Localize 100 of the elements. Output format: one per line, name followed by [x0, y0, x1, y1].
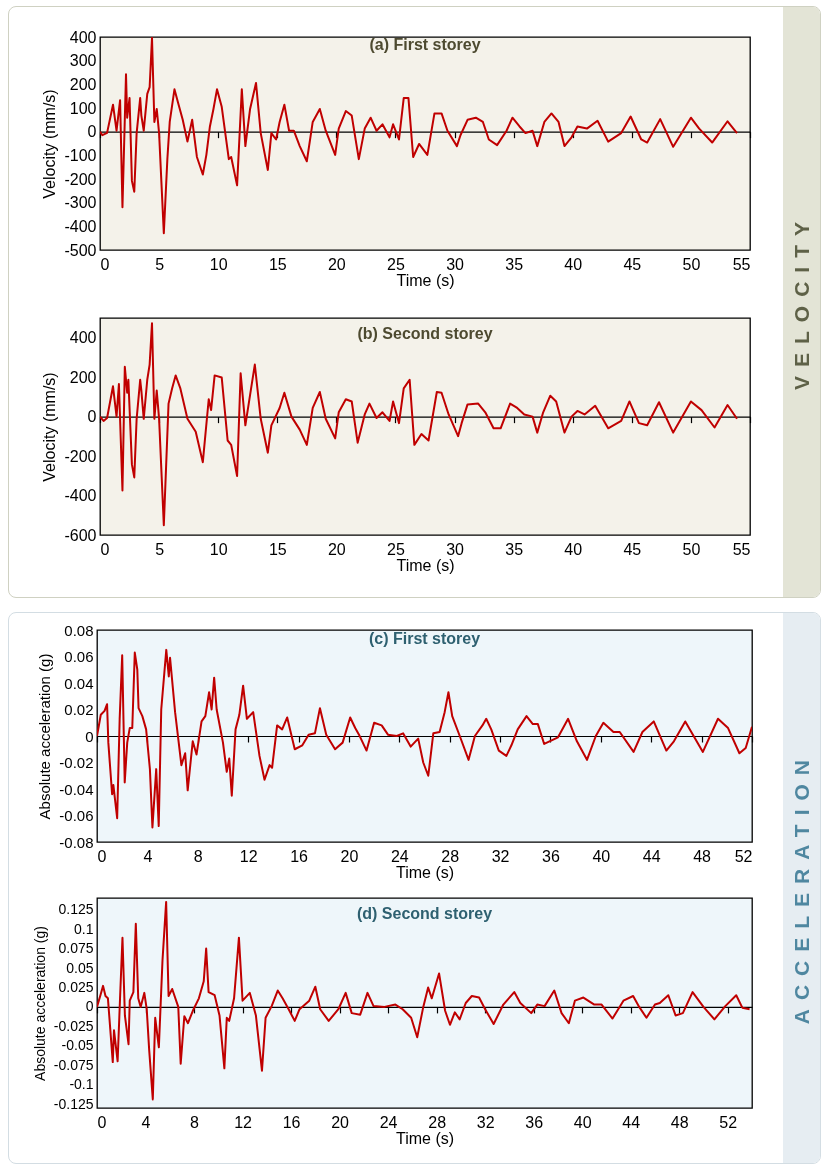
y-tick-label: 400: [69, 28, 97, 46]
x-tick-label: 4: [141, 1113, 151, 1131]
y-tick-label: -0.02: [59, 754, 94, 771]
y-tick-label: -400: [64, 487, 97, 505]
y-axis-title: Absolute acceleration (g): [31, 926, 48, 1081]
y-tick-label: 400: [69, 329, 97, 347]
x-tick-label: 0: [100, 255, 110, 273]
y-tick-label: 0: [87, 408, 97, 426]
x-tick-label: 52: [719, 1113, 738, 1131]
x-tick-label: 32: [476, 1113, 495, 1131]
x-tick-label: 8: [190, 1113, 200, 1131]
x-tick-label: 25: [387, 255, 405, 273]
x-tick-label: 28: [441, 847, 460, 865]
y-axis-title: Velocity (mm/s): [41, 372, 59, 482]
x-tick-label: 32: [491, 847, 510, 865]
x-tick-label: 16: [282, 1113, 301, 1131]
x-tick-label: 16: [290, 847, 309, 865]
y-tick-label: 0: [85, 727, 94, 745]
x-axis-title: Time (s): [395, 1129, 455, 1147]
line-series: [100, 322, 738, 527]
x-tick-label: 4: [143, 847, 153, 865]
y-tick-label: -100: [64, 146, 97, 164]
y-tick-label: -0.05: [61, 1037, 94, 1054]
x-tick-label: 40: [592, 847, 611, 865]
x-tick-label: 8: [193, 847, 203, 865]
y-tick-label: 200: [69, 368, 97, 386]
y-tick-label: -0.025: [53, 1017, 94, 1034]
x-tick-label: 35: [505, 255, 524, 273]
y-tick-label: -400: [64, 217, 97, 235]
x-tick-label: 48: [693, 847, 712, 865]
x-tick-label: 12: [234, 1113, 253, 1131]
y-axis-title: Velocity (mm/s): [41, 89, 59, 199]
y-tick-label: -0.06: [59, 807, 94, 824]
y-tick-label: 0.075: [58, 940, 94, 957]
x-tick-label: 52: [734, 847, 753, 865]
y-tick-label: -0.04: [59, 780, 94, 798]
y-tick-label: -0.125: [53, 1095, 94, 1112]
y-tick-label: -0.08: [59, 833, 94, 851]
x-tick-label: 45: [623, 255, 642, 273]
x-tick-label: 10: [209, 255, 228, 273]
text: ACCELERATION: [789, 751, 814, 1025]
y-tick-label: 300: [69, 52, 97, 70]
x-tick-label: 5: [155, 540, 165, 558]
text: VELOCITY: [789, 213, 814, 391]
x-tick-label: 36: [525, 1113, 544, 1131]
chart-title: (a) First storey: [369, 36, 481, 53]
x-tick-label: 5: [155, 255, 165, 273]
x-tick-label: 25: [387, 540, 405, 558]
y-tick-label: 0.06: [64, 648, 94, 665]
y-tick-label: -500: [64, 241, 97, 259]
x-tick-label: 20: [340, 847, 359, 865]
y-tick-label: -200: [64, 170, 97, 188]
x-tick-label: 15: [268, 540, 287, 558]
x-tick-label: 36: [542, 847, 560, 865]
y-tick-label: 0.08: [64, 621, 94, 639]
chart-title: (b) Second storey: [357, 325, 493, 342]
x-tick-label: 30: [446, 255, 465, 273]
x-tick-label: 40: [573, 1113, 592, 1131]
x-tick-label: 50: [682, 540, 701, 558]
x-tick-label: 10: [209, 540, 228, 558]
x-tick-label: 55: [732, 255, 751, 273]
y-tick-label: 0.1: [74, 920, 94, 937]
line-series: [100, 37, 738, 235]
x-tick-label: 40: [564, 540, 583, 558]
line-series: [97, 900, 751, 1101]
x-tick-label: 35: [505, 540, 524, 558]
y-tick-label: 0.125: [58, 901, 94, 918]
x-tick-label: 24: [390, 847, 409, 865]
y-tick-label: 0.04: [64, 674, 94, 692]
y-tick-label: 0: [85, 998, 94, 1015]
x-tick-label: 20: [331, 1113, 350, 1131]
x-axis-title: Time (s): [396, 271, 455, 289]
y-axis-title: Absolute acceleration (g): [36, 653, 54, 820]
x-tick-label: 48: [670, 1113, 689, 1131]
y-tick-label: 0.02: [64, 701, 94, 718]
x-tick-label: 44: [622, 1113, 641, 1131]
x-axis-title: Time (s): [395, 863, 455, 881]
x-tick-label: 30: [446, 540, 465, 558]
y-tick-label: 0.05: [66, 959, 94, 976]
line-series: [97, 648, 752, 829]
y-tick-label: 0: [87, 123, 97, 141]
y-tick-label: -300: [64, 194, 97, 212]
x-tick-label: 28: [428, 1113, 447, 1131]
y-tick-label: -0.075: [53, 1056, 94, 1073]
x-tick-label: 44: [642, 847, 661, 865]
x-axis-title: Time (s): [396, 556, 455, 574]
x-tick-label: 45: [623, 540, 642, 558]
x-tick-label: 0: [100, 540, 110, 558]
chart-title: (d) Second storey: [356, 905, 493, 922]
x-tick-label: 40: [564, 255, 583, 273]
x-tick-label: 24: [379, 1113, 398, 1131]
y-tick-label: 100: [69, 99, 97, 117]
y-tick-label: 0.025: [58, 978, 94, 995]
x-tick-label: 50: [682, 255, 701, 273]
y-tick-label: -0.1: [69, 1076, 94, 1093]
y-tick-label: -200: [64, 447, 97, 465]
x-tick-label: 15: [268, 255, 287, 273]
x-tick-label: 20: [327, 540, 346, 558]
x-tick-label: 20: [327, 255, 346, 273]
x-tick-label: 12: [239, 847, 258, 865]
